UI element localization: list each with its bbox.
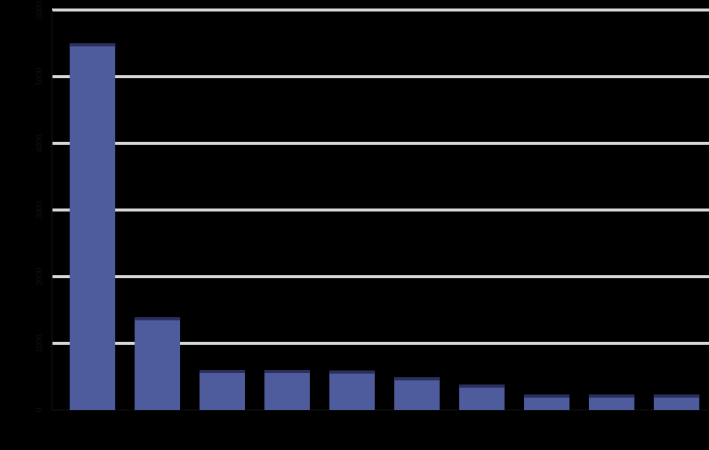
bar	[69, 43, 116, 410]
bar-top-edge	[69, 43, 116, 47]
bar	[459, 384, 505, 410]
y-tick-label: 4000	[35, 134, 44, 152]
bars	[69, 43, 700, 410]
bar-top-edge	[524, 394, 570, 398]
y-tick-label: 0	[35, 407, 44, 412]
bar	[653, 394, 700, 410]
bar-top-edge	[199, 370, 245, 373]
bar	[264, 370, 310, 410]
y-tick-label: 1000	[35, 334, 44, 352]
bar	[394, 377, 440, 410]
y-tick-label: 5000	[35, 67, 44, 85]
bar	[524, 394, 570, 410]
bar-top-edge	[459, 384, 505, 388]
bar-top-edge	[264, 370, 310, 373]
bar-top-edge	[394, 377, 440, 381]
y-tick-label: 3000	[35, 201, 44, 219]
bar-top-edge	[588, 394, 635, 398]
bar-top-edge	[134, 317, 181, 321]
bar	[588, 394, 635, 410]
gridlines	[52, 8, 709, 345]
y-tick-label: 2000	[35, 267, 44, 285]
bar-top-edge	[653, 394, 700, 398]
bar	[329, 370, 375, 410]
bar	[134, 317, 181, 410]
bar-top-edge	[329, 370, 375, 374]
bar	[199, 370, 245, 410]
y-tick-label: 6000	[35, 1, 44, 19]
